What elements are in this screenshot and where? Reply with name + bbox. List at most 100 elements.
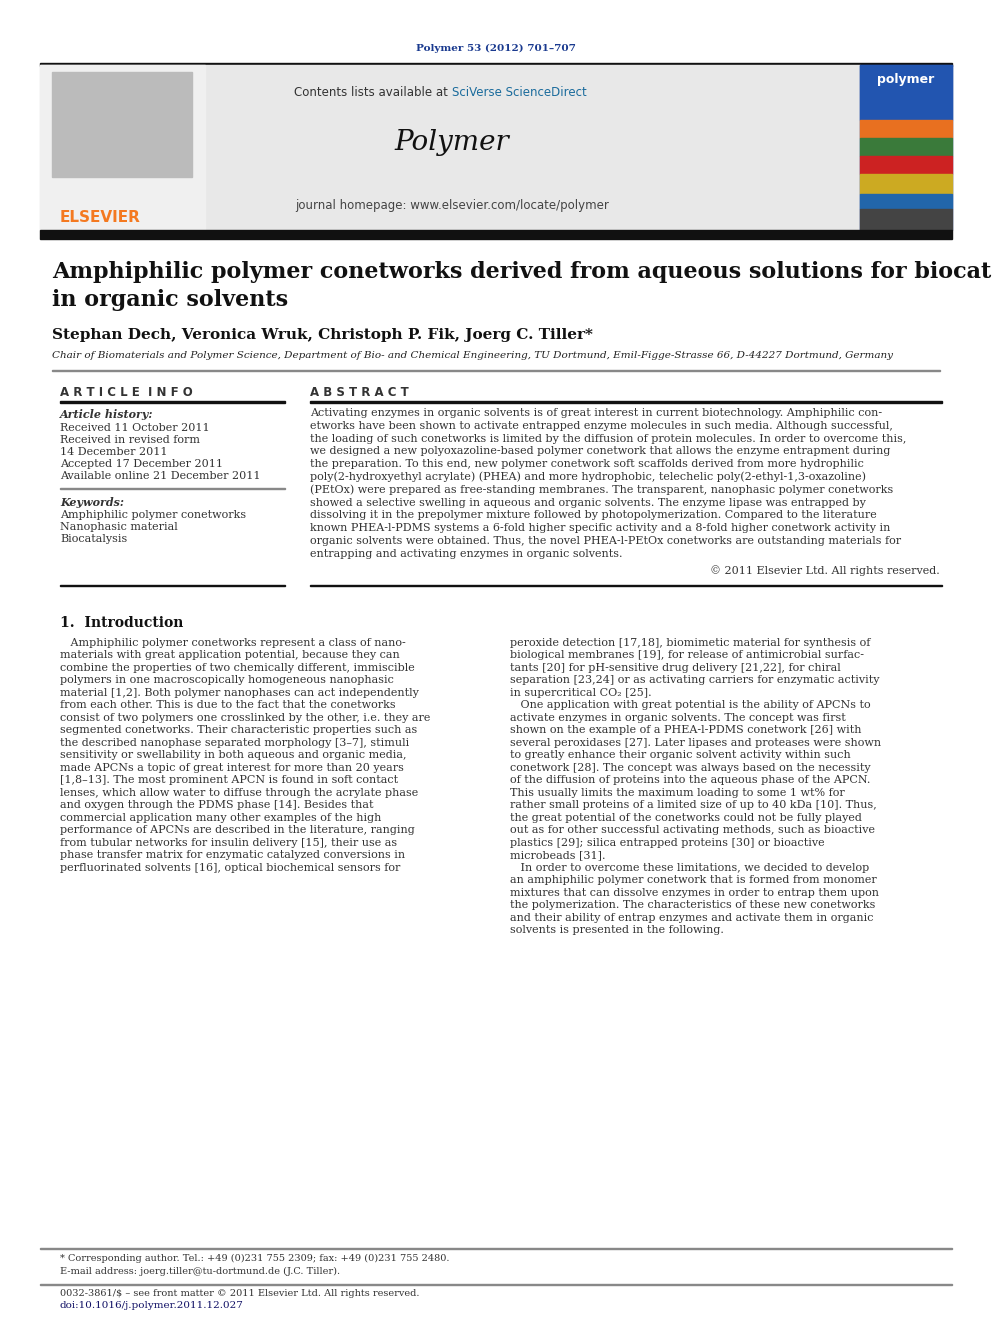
Text: Chair of Biomaterials and Polymer Science, Department of Bio- and Chemical Engin: Chair of Biomaterials and Polymer Scienc… — [52, 352, 893, 360]
Text: solvents is presented in the following.: solvents is presented in the following. — [510, 925, 724, 935]
Text: poly(2-hydroxyethyl acrylate) (PHEA) and more hydrophobic, telechelic poly(2-eth: poly(2-hydroxyethyl acrylate) (PHEA) and… — [310, 472, 866, 483]
Text: mixtures that can dissolve enzymes in order to entrap them upon: mixtures that can dissolve enzymes in or… — [510, 888, 879, 897]
Text: Contents lists available at: Contents lists available at — [295, 86, 452, 99]
Text: lenses, which allow water to diffuse through the acrylate phase: lenses, which allow water to diffuse thr… — [60, 787, 419, 798]
Text: materials with great application potential, because they can: materials with great application potenti… — [60, 650, 400, 660]
Text: separation [23,24] or as activating carriers for enzymatic activity: separation [23,24] or as activating carr… — [510, 675, 880, 685]
Text: and their ability of entrap enzymes and activate them in organic: and their ability of entrap enzymes and … — [510, 913, 874, 922]
Text: performance of APCNs are described in the literature, ranging: performance of APCNs are described in th… — [60, 826, 415, 835]
Text: Polymer: Polymer — [395, 130, 509, 156]
Text: material [1,2]. Both polymer nanophases can act independently: material [1,2]. Both polymer nanophases … — [60, 688, 419, 697]
Text: phase transfer matrix for enzymatic catalyzed conversions in: phase transfer matrix for enzymatic cata… — [60, 851, 405, 860]
Bar — [860, 65, 952, 230]
Text: etworks have been shown to activate entrapped enzyme molecules in such media. Al: etworks have been shown to activate entr… — [310, 421, 893, 431]
Text: and oxygen through the PDMS phase [14]. Besides that: and oxygen through the PDMS phase [14]. … — [60, 800, 374, 810]
Bar — [60, 585, 285, 586]
Bar — [860, 138, 952, 156]
Text: from tubular networks for insulin delivery [15], their use as: from tubular networks for insulin delive… — [60, 837, 397, 848]
Bar — [40, 65, 860, 230]
Text: showed a selective swelling in aqueous and organic solvents. The enzyme lipase w: showed a selective swelling in aqueous a… — [310, 497, 866, 508]
Text: E-mail address: joerg.tiller@tu-dortmund.de (J.C. Tiller).: E-mail address: joerg.tiller@tu-dortmund… — [60, 1266, 340, 1275]
Bar — [860, 175, 952, 194]
Text: Stephan Dech, Veronica Wruk, Christoph P. Fik, Joerg C. Tiller*: Stephan Dech, Veronica Wruk, Christoph P… — [52, 328, 593, 343]
Text: segmented conetworks. Their characteristic properties such as: segmented conetworks. Their characterist… — [60, 725, 418, 736]
Text: combine the properties of two chemically different, immiscible: combine the properties of two chemically… — [60, 663, 415, 672]
Bar — [860, 194, 952, 209]
Text: organic solvents were obtained. Thus, the novel PHEA-l-PEtOx conetworks are outs: organic solvents were obtained. Thus, th… — [310, 536, 901, 546]
Text: the loading of such conetworks is limited by the diffusion of protein molecules.: the loading of such conetworks is limite… — [310, 434, 907, 443]
Text: A R T I C L E  I N F O: A R T I C L E I N F O — [60, 385, 192, 398]
Text: plastics [29]; silica entrapped proteins [30] or bioactive: plastics [29]; silica entrapped proteins… — [510, 837, 824, 848]
Bar — [860, 156, 952, 175]
Text: in organic solvents: in organic solvents — [52, 288, 288, 311]
Text: the polymerization. The characteristics of these new conetworks: the polymerization. The characteristics … — [510, 900, 875, 910]
Text: the preparation. To this end, new polymer conetwork soft scaffolds derived from : the preparation. To this end, new polyme… — [310, 459, 864, 470]
Text: from each other. This is due to the fact that the conetworks: from each other. This is due to the fact… — [60, 700, 396, 710]
Text: Received in revised form: Received in revised form — [60, 435, 200, 445]
Text: journal homepage: www.elsevier.com/locate/polymer: journal homepage: www.elsevier.com/locat… — [295, 198, 609, 212]
Text: polymer: polymer — [877, 74, 934, 86]
Text: * Corresponding author. Tel.: +49 (0)231 755 2309; fax: +49 (0)231 755 2480.: * Corresponding author. Tel.: +49 (0)231… — [60, 1253, 449, 1262]
Text: One application with great potential is the ability of APCNs to: One application with great potential is … — [510, 700, 871, 710]
Text: biological membranes [19], for release of antimicrobial surfac-: biological membranes [19], for release o… — [510, 650, 864, 660]
Text: This usually limits the maximum loading to some 1 wt% for: This usually limits the maximum loading … — [510, 787, 845, 798]
Bar — [310, 585, 942, 586]
Bar — [860, 209, 952, 230]
Text: in supercritical CO₂ [25].: in supercritical CO₂ [25]. — [510, 688, 652, 697]
Text: 1.  Introduction: 1. Introduction — [60, 615, 184, 630]
Text: made APCNs a topic of great interest for more than 20 years: made APCNs a topic of great interest for… — [60, 762, 404, 773]
Bar — [52, 71, 192, 177]
Text: dissolving it in the prepolymer mixture followed by photopolymerization. Compare: dissolving it in the prepolymer mixture … — [310, 511, 877, 520]
Text: the described nanophase separated morphology [3–7], stimuli: the described nanophase separated morpho… — [60, 738, 410, 747]
Text: Amphiphilic polymer conetworks: Amphiphilic polymer conetworks — [60, 509, 246, 520]
Text: (PEtOx) were prepared as free-standing membranes. The transparent, nanophasic po: (PEtOx) were prepared as free-standing m… — [310, 484, 893, 495]
Text: A B S T R A C T: A B S T R A C T — [310, 385, 409, 398]
Text: we designed a new polyoxazoline-based polymer conetwork that allows the enzyme e: we designed a new polyoxazoline-based po… — [310, 446, 891, 456]
Text: an amphiphilic polymer conetwork that is formed from monomer: an amphiphilic polymer conetwork that is… — [510, 875, 877, 885]
Text: 0032-3861/$ – see front matter © 2011 Elsevier Ltd. All rights reserved.: 0032-3861/$ – see front matter © 2011 El… — [60, 1289, 420, 1298]
Text: 14 December 2011: 14 December 2011 — [60, 447, 168, 456]
Text: polymers in one macroscopically homogeneous nanophasic: polymers in one macroscopically homogene… — [60, 675, 394, 685]
Text: ELSEVIER: ELSEVIER — [60, 210, 141, 225]
Text: rather small proteins of a limited size of up to 40 kDa [10]. Thus,: rather small proteins of a limited size … — [510, 800, 877, 810]
Bar — [40, 64, 952, 66]
Text: tants [20] for pH-sensitive drug delivery [21,22], for chiral: tants [20] for pH-sensitive drug deliver… — [510, 663, 841, 672]
Text: © 2011 Elsevier Ltd. All rights reserved.: © 2011 Elsevier Ltd. All rights reserved… — [710, 565, 940, 576]
Bar — [40, 230, 952, 239]
Bar — [860, 65, 952, 120]
Text: commercial application many other examples of the high: commercial application many other exampl… — [60, 812, 381, 823]
Text: to greatly enhance their organic solvent activity within such: to greatly enhance their organic solvent… — [510, 750, 851, 761]
Text: known PHEA-l-PDMS systems a 6-fold higher specific activity and a 8-fold higher : known PHEA-l-PDMS systems a 6-fold highe… — [310, 523, 891, 533]
Text: out as for other successful activating methods, such as bioactive: out as for other successful activating m… — [510, 826, 875, 835]
Text: Keywords:: Keywords: — [60, 496, 124, 508]
Text: sensitivity or swellability in both aqueous and organic media,: sensitivity or swellability in both aque… — [60, 750, 407, 761]
Text: conetwork [28]. The concept was always based on the necessity: conetwork [28]. The concept was always b… — [510, 762, 871, 773]
Text: entrapping and activating enzymes in organic solvents.: entrapping and activating enzymes in org… — [310, 549, 623, 558]
Text: microbeads [31].: microbeads [31]. — [510, 851, 605, 860]
Bar — [60, 401, 285, 402]
Bar — [40, 65, 205, 230]
Text: Available online 21 December 2011: Available online 21 December 2011 — [60, 471, 261, 482]
Text: the great potential of the conetworks could not be fully played: the great potential of the conetworks co… — [510, 812, 862, 823]
Bar — [860, 120, 952, 138]
Text: consist of two polymers one crosslinked by the other, i.e. they are: consist of two polymers one crosslinked … — [60, 713, 431, 722]
Text: shown on the example of a PHEA-l-PDMS conetwork [26] with: shown on the example of a PHEA-l-PDMS co… — [510, 725, 861, 736]
Text: Activating enzymes in organic solvents is of great interest in current biotechno: Activating enzymes in organic solvents i… — [310, 407, 882, 418]
Text: [1,8–13]. The most prominent APCN is found in soft contact: [1,8–13]. The most prominent APCN is fou… — [60, 775, 398, 785]
Text: doi:10.1016/j.polymer.2011.12.027: doi:10.1016/j.polymer.2011.12.027 — [60, 1302, 244, 1311]
Text: Biocatalysis: Biocatalysis — [60, 534, 127, 544]
Text: In order to overcome these limitations, we decided to develop: In order to overcome these limitations, … — [510, 863, 869, 873]
Text: Article history:: Article history: — [60, 410, 154, 421]
Text: Received 11 October 2011: Received 11 October 2011 — [60, 423, 209, 433]
Text: Polymer 53 (2012) 701–707: Polymer 53 (2012) 701–707 — [416, 44, 576, 53]
Text: Amphiphilic polymer conetworks derived from aqueous solutions for biocatalysis: Amphiphilic polymer conetworks derived f… — [52, 261, 992, 283]
Text: of the diffusion of proteins into the aqueous phase of the APCN.: of the diffusion of proteins into the aq… — [510, 775, 870, 785]
Bar — [310, 401, 942, 402]
Text: Accepted 17 December 2011: Accepted 17 December 2011 — [60, 459, 223, 468]
Text: peroxide detection [17,18], biomimetic material for synthesis of: peroxide detection [17,18], biomimetic m… — [510, 638, 870, 647]
Text: several peroxidases [27]. Later lipases and proteases were shown: several peroxidases [27]. Later lipases … — [510, 738, 881, 747]
Text: Amphiphilic polymer conetworks represent a class of nano-: Amphiphilic polymer conetworks represent… — [60, 638, 406, 647]
Text: Nanophasic material: Nanophasic material — [60, 523, 178, 532]
Text: perfluorinated solvents [16], optical biochemical sensors for: perfluorinated solvents [16], optical bi… — [60, 863, 401, 873]
Text: activate enzymes in organic solvents. The concept was first: activate enzymes in organic solvents. Th… — [510, 713, 846, 722]
